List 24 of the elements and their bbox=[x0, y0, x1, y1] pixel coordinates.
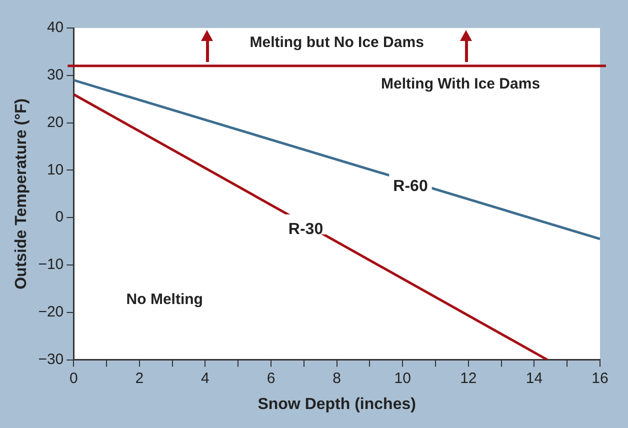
y-tick-label: −10 bbox=[38, 256, 64, 274]
x-tick-label: 16 bbox=[592, 370, 608, 387]
x-tick-label: 0 bbox=[69, 370, 78, 387]
y-tick-label: 20 bbox=[46, 114, 64, 131]
annotation: Melting but No Ice Dams bbox=[250, 34, 424, 52]
series-label: R-60 bbox=[393, 178, 428, 196]
x-tick-label: 8 bbox=[332, 370, 341, 387]
y-tick-label: 40 bbox=[46, 19, 64, 36]
x-axis-title: Snow Depth (inches) bbox=[258, 396, 416, 413]
annotation: Melting With Ice Dams bbox=[380, 76, 540, 93]
y-tick-label: 30 bbox=[46, 66, 64, 84]
x-tick-label: 14 bbox=[526, 370, 543, 387]
y-tick-label: 10 bbox=[46, 161, 64, 178]
y-tick-label: 0 bbox=[55, 208, 64, 226]
annotation: No Melting bbox=[126, 291, 203, 308]
x-tick-label: 10 bbox=[394, 370, 411, 387]
x-tick-label: 6 bbox=[266, 370, 276, 387]
y-tick-label: −20 bbox=[38, 304, 64, 321]
x-tick-label: 2 bbox=[135, 370, 144, 387]
y-axis-title: Outside Temperature (°F) bbox=[13, 98, 30, 290]
x-tick-label: 12 bbox=[460, 370, 477, 387]
y-tick-label: −30 bbox=[38, 350, 64, 368]
series-label: R-30 bbox=[288, 220, 324, 238]
x-tick-label: 4 bbox=[201, 370, 210, 387]
